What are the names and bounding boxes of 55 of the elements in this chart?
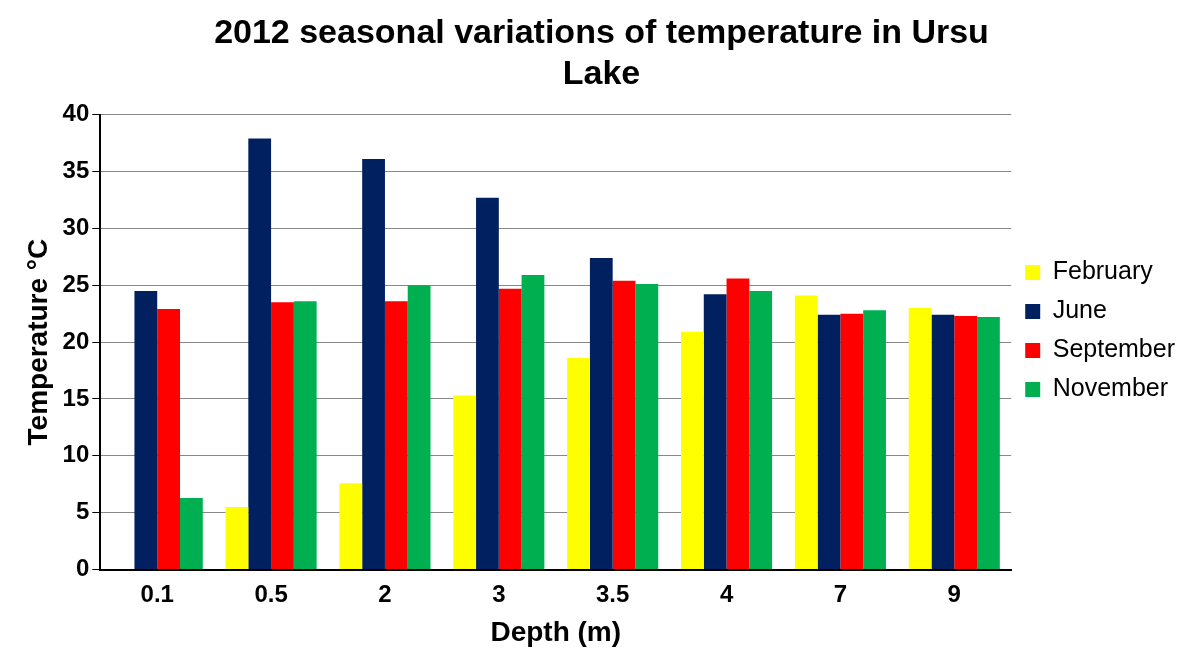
bar — [498, 288, 522, 570]
bar — [271, 302, 294, 570]
legend-label: February — [1052, 256, 1154, 285]
y-tick-label: 40 — [62, 99, 90, 127]
bar — [567, 358, 590, 570]
x-tick-label: 9 — [947, 579, 961, 607]
bar — [726, 278, 750, 570]
x-tick-label: 7 — [833, 579, 848, 607]
bar — [339, 483, 363, 570]
bar — [612, 280, 636, 570]
x-tick-label: 3 — [492, 579, 506, 607]
x-axis-title: Depth (m) — [490, 615, 622, 647]
bar — [749, 290, 773, 570]
y-tick-label: 30 — [62, 212, 90, 240]
y-tick-label: 0 — [75, 554, 90, 582]
y-axis-title: Temperature °C — [21, 238, 53, 446]
bar — [635, 284, 659, 570]
y-tick-label: 20 — [62, 326, 90, 354]
bar — [225, 507, 249, 570]
bar — [977, 317, 1000, 570]
bar — [384, 301, 408, 570]
x-tick-label: 0.5 — [254, 579, 288, 607]
x-tick-label: 3.5 — [596, 579, 630, 607]
x-tick-label: 2 — [378, 579, 392, 607]
y-tick-label: 15 — [62, 383, 90, 411]
legend-label: November — [1052, 373, 1169, 402]
y-tick-label: 5 — [75, 497, 90, 525]
y-tick-label: 10 — [62, 440, 90, 468]
bar — [180, 497, 203, 570]
chart-title: 2012 seasonal variations of temperature in Ursu Lake — [214, 11, 989, 91]
bar — [521, 274, 545, 570]
bar — [134, 290, 158, 570]
bar — [794, 295, 818, 570]
bar — [908, 307, 932, 570]
bar — [931, 314, 955, 570]
y-tick-label: 25 — [62, 269, 90, 297]
bar — [362, 158, 385, 570]
bar — [157, 309, 180, 570]
bar — [453, 395, 477, 570]
legend-label: September — [1052, 334, 1176, 363]
bar — [863, 310, 886, 570]
bar — [703, 294, 727, 570]
x-tick-label: 0.1 — [140, 579, 174, 607]
bar — [681, 331, 704, 570]
bar — [589, 257, 613, 570]
bar — [293, 301, 317, 570]
y-tick-label: 35 — [62, 156, 90, 184]
bar — [407, 285, 431, 570]
bar — [840, 313, 864, 570]
bar — [476, 197, 499, 570]
x-tick-label: 4 — [719, 579, 734, 607]
bar — [248, 138, 272, 570]
legend-label: June — [1052, 295, 1107, 324]
bar — [954, 315, 978, 570]
bar — [817, 314, 841, 570]
